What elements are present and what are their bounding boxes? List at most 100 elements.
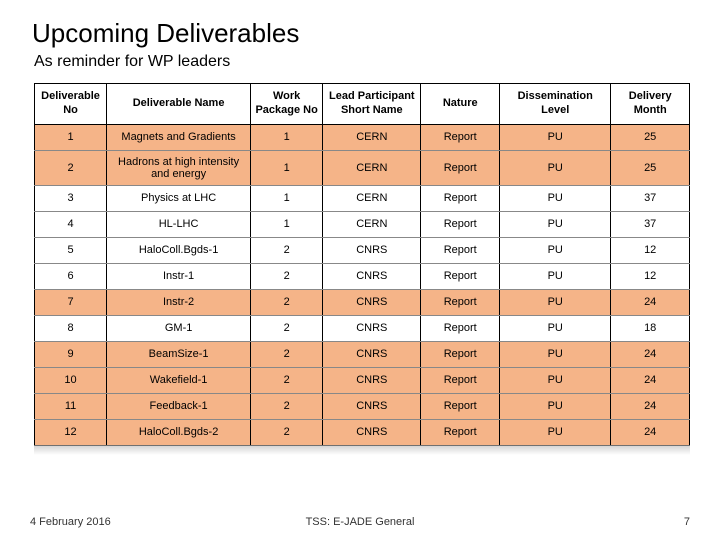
table-row: 8GM-12CNRSReportPU18	[35, 315, 690, 341]
deliverables-table-wrap: Deliverable NoDeliverable NameWork Packa…	[0, 79, 720, 455]
table-cell: HL-LHC	[107, 211, 251, 237]
table-cell: Report	[421, 237, 500, 263]
table-cell: 25	[611, 150, 690, 185]
table-cell: PU	[500, 237, 611, 263]
table-header-cell: Dissemination Level	[500, 84, 611, 125]
table-cell: Feedback-1	[107, 393, 251, 419]
table-cell: PU	[500, 124, 611, 150]
table-row: 2Hadrons at high intensity and energy1CE…	[35, 150, 690, 185]
table-cell: 24	[611, 289, 690, 315]
table-cell: 8	[35, 315, 107, 341]
table-cell: PU	[500, 315, 611, 341]
table-cell: 9	[35, 341, 107, 367]
table-cell: Report	[421, 367, 500, 393]
table-cell: Report	[421, 393, 500, 419]
table-cell: 2	[251, 367, 323, 393]
table-cell: 2	[251, 341, 323, 367]
table-cell: CERN	[323, 211, 421, 237]
table-header-row: Deliverable NoDeliverable NameWork Packa…	[35, 84, 690, 125]
table-cell: 18	[611, 315, 690, 341]
table-header-cell: Nature	[421, 84, 500, 125]
table-header-cell: Work Package No	[251, 84, 323, 125]
table-cell: Physics at LHC	[107, 185, 251, 211]
table-cell: PU	[500, 263, 611, 289]
table-cell: CERN	[323, 124, 421, 150]
table-header-cell: Deliverable No	[35, 84, 107, 125]
table-cell: 37	[611, 185, 690, 211]
table-header-cell: Deliverable Name	[107, 84, 251, 125]
table-cell: 2	[251, 419, 323, 445]
table-cell: CNRS	[323, 419, 421, 445]
slide-title: Upcoming Deliverables	[0, 0, 720, 53]
table-row: 12HaloColl.Bgds-22CNRSReportPU24	[35, 419, 690, 445]
table-header-cell: Lead Participant Short Name	[323, 84, 421, 125]
table-cell: Report	[421, 341, 500, 367]
table-cell: PU	[500, 289, 611, 315]
table-cell: PU	[500, 150, 611, 185]
table-row: 4HL-LHC1CERNReportPU37	[35, 211, 690, 237]
table-cell: Instr-1	[107, 263, 251, 289]
table-cell: CNRS	[323, 315, 421, 341]
table-cell: Report	[421, 185, 500, 211]
table-cell: 37	[611, 211, 690, 237]
table-cell: BeamSize-1	[107, 341, 251, 367]
deliverables-table: Deliverable NoDeliverable NameWork Packa…	[34, 83, 690, 446]
table-cell: HaloColl.Bgds-2	[107, 419, 251, 445]
table-cell: CNRS	[323, 393, 421, 419]
table-header-cell: Delivery Month	[611, 84, 690, 125]
table-cell: Report	[421, 263, 500, 289]
table-cell: 2	[35, 150, 107, 185]
table-cell: 12	[611, 263, 690, 289]
table-cell: Hadrons at high intensity and energy	[107, 150, 251, 185]
slide-footer: 4 February 2016 TSS: E-JADE General 7	[0, 516, 720, 528]
table-cell: Report	[421, 211, 500, 237]
table-row: 7Instr-22CNRSReportPU24	[35, 289, 690, 315]
table-cell: 2	[251, 263, 323, 289]
table-cell: 6	[35, 263, 107, 289]
table-shadow	[34, 445, 690, 455]
table-cell: Report	[421, 150, 500, 185]
table-row: 6Instr-12CNRSReportPU12	[35, 263, 690, 289]
table-cell: 1	[251, 150, 323, 185]
table-cell: PU	[500, 185, 611, 211]
table-cell: CERN	[323, 185, 421, 211]
table-cell: 12	[611, 237, 690, 263]
table-cell: Magnets and Gradients	[107, 124, 251, 150]
table-cell: 12	[35, 419, 107, 445]
table-cell: CNRS	[323, 263, 421, 289]
table-row: 1Magnets and Gradients1CERNReportPU25	[35, 124, 690, 150]
table-cell: 1	[251, 124, 323, 150]
table-cell: HaloColl.Bgds-1	[107, 237, 251, 263]
table-cell: 5	[35, 237, 107, 263]
table-cell: Report	[421, 419, 500, 445]
table-cell: PU	[500, 211, 611, 237]
table-cell: 1	[251, 185, 323, 211]
table-cell: CERN	[323, 150, 421, 185]
table-row: 10Wakefield-12CNRSReportPU24	[35, 367, 690, 393]
table-cell: PU	[500, 393, 611, 419]
table-cell: 11	[35, 393, 107, 419]
table-cell: 2	[251, 393, 323, 419]
table-cell: PU	[500, 341, 611, 367]
table-cell: PU	[500, 367, 611, 393]
table-cell: Report	[421, 289, 500, 315]
table-cell: 24	[611, 341, 690, 367]
table-row: 11Feedback-12CNRSReportPU24	[35, 393, 690, 419]
table-cell: Report	[421, 315, 500, 341]
footer-page-number: 7	[684, 516, 690, 528]
table-cell: CNRS	[323, 237, 421, 263]
table-cell: 2	[251, 237, 323, 263]
table-cell: 7	[35, 289, 107, 315]
table-cell: 24	[611, 367, 690, 393]
table-cell: CNRS	[323, 289, 421, 315]
table-cell: Instr-2	[107, 289, 251, 315]
table-cell: 4	[35, 211, 107, 237]
table-cell: PU	[500, 419, 611, 445]
table-cell: GM-1	[107, 315, 251, 341]
table-cell: 2	[251, 315, 323, 341]
table-row: 9BeamSize-12CNRSReportPU24	[35, 341, 690, 367]
table-cell: CNRS	[323, 341, 421, 367]
table-cell: 2	[251, 289, 323, 315]
slide-subtitle: As reminder for WP leaders	[0, 53, 720, 79]
footer-date: 4 February 2016	[30, 516, 111, 528]
